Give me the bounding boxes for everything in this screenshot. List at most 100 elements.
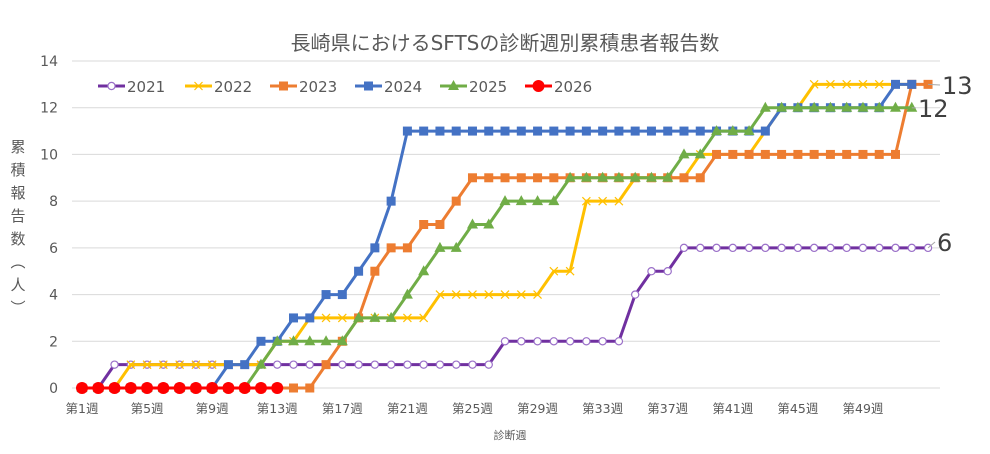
circle-marker-icon	[614, 337, 624, 346]
y-axis-title-char: ︵	[10, 253, 25, 271]
circle-marker-icon	[744, 243, 754, 253]
triangle-marker-icon	[369, 311, 381, 322]
triangle-marker-icon	[532, 195, 544, 206]
triangle-marker-icon	[580, 171, 592, 182]
square-marker-icon	[321, 290, 331, 300]
x-marker-icon	[549, 266, 559, 276]
circle-marker-icon	[728, 243, 738, 253]
square-marker-icon	[386, 243, 396, 253]
legend-item-2026[interactable]: 2026	[525, 78, 592, 96]
legend-item-2024[interactable]: 2024	[355, 78, 422, 96]
series-2025	[76, 101, 918, 392]
dot-marker-icon	[108, 382, 121, 394]
square-marker-icon	[630, 126, 640, 136]
x-tick-label: 第17週	[322, 401, 363, 416]
x-marker-icon	[337, 313, 347, 323]
x-marker-icon	[565, 266, 575, 276]
x-marker-icon	[126, 360, 136, 370]
circle-marker-icon	[663, 267, 672, 276]
x-marker-icon	[809, 79, 819, 89]
x-marker-icon	[158, 360, 168, 370]
circle-marker-icon	[793, 243, 803, 253]
y-tick-label: 2	[49, 334, 58, 350]
circle-marker-icon	[549, 337, 559, 346]
triangle-marker-icon	[564, 171, 576, 182]
chart-title: 長崎県におけるSFTSの診断週別累積患者報告数	[291, 31, 720, 55]
square-marker-icon	[777, 149, 787, 159]
circle-marker-icon	[403, 360, 412, 369]
triangle-marker-icon	[890, 101, 901, 112]
square-marker-icon	[305, 383, 315, 393]
triangle-marker-icon	[271, 335, 283, 346]
legend-item-2023[interactable]: 2023	[270, 78, 337, 96]
circle-marker-icon	[565, 337, 575, 346]
legend-item-2025[interactable]: 2025	[440, 78, 507, 96]
y-axis-title-char: 告	[10, 207, 25, 225]
dot-marker-icon	[157, 382, 170, 394]
square-marker-icon	[223, 360, 233, 370]
end-value-label: 13	[942, 72, 973, 100]
square-marker-icon	[760, 149, 770, 159]
triangle-marker-icon	[385, 311, 397, 322]
legend-item-2021[interactable]: 2021	[98, 78, 165, 96]
square-marker-icon	[598, 126, 608, 136]
circle-marker-icon	[858, 243, 868, 253]
square-marker-icon	[370, 243, 380, 253]
square-marker-icon	[500, 173, 510, 183]
x-marker-icon	[435, 290, 445, 299]
legend-item-2022[interactable]: 2022	[185, 78, 252, 96]
series-2022	[77, 79, 917, 393]
triangle-marker-icon	[613, 171, 625, 182]
dot-marker-icon	[222, 382, 235, 394]
circle-marker-icon	[517, 337, 526, 346]
x-tick-label: 第9週	[196, 401, 229, 416]
dot-marker-icon	[532, 80, 545, 92]
y-axis-ticks: 0 2 4 6 8 10 12 14	[40, 54, 58, 397]
series-2021	[77, 243, 933, 393]
x-marker-icon	[194, 81, 203, 91]
x-tick-label: 第45週	[777, 401, 818, 416]
circle-marker-icon	[842, 243, 851, 253]
x-tick-label: 第49週	[843, 401, 884, 416]
x-marker-icon	[581, 196, 591, 206]
square-marker-icon	[435, 220, 445, 229]
x-marker-icon	[191, 360, 201, 370]
triangle-marker-icon	[418, 265, 430, 276]
triangle-marker-icon	[727, 125, 739, 136]
triangle-marker-icon	[515, 195, 527, 206]
square-marker-icon	[614, 126, 624, 136]
series-lines	[76, 79, 933, 394]
dot-marker-icon	[124, 382, 137, 394]
circle-marker-icon	[777, 243, 786, 253]
square-marker-icon	[533, 173, 543, 183]
square-marker-icon	[467, 126, 477, 136]
triangle-marker-icon	[743, 125, 755, 136]
triangle-marker-icon	[448, 80, 459, 90]
circle-marker-icon	[484, 360, 493, 369]
triangle-marker-icon	[499, 195, 511, 206]
triangle-marker-icon	[776, 101, 788, 112]
y-tick-label: 14	[40, 54, 58, 70]
square-marker-icon	[516, 126, 526, 136]
triangle-marker-icon	[434, 241, 446, 252]
series-2026	[76, 382, 284, 394]
circle-marker-icon	[712, 243, 721, 253]
circle-marker-icon	[533, 337, 542, 346]
triangle-marker-icon	[336, 335, 348, 346]
circle-marker-icon	[907, 243, 916, 253]
triangle-marker-icon	[824, 101, 836, 112]
triangle-marker-icon	[678, 148, 690, 159]
circle-marker-icon	[809, 243, 819, 253]
square-marker-icon	[256, 336, 266, 346]
square-marker-icon	[581, 126, 591, 136]
square-marker-icon	[435, 126, 445, 136]
triangle-marker-icon	[597, 171, 609, 182]
triangle-marker-icon	[759, 101, 771, 112]
y-tick-label: 10	[40, 147, 58, 163]
triangle-marker-icon	[857, 101, 869, 112]
circle-marker-icon	[598, 337, 607, 346]
square-marker-icon	[565, 126, 575, 136]
square-marker-icon	[240, 360, 250, 370]
